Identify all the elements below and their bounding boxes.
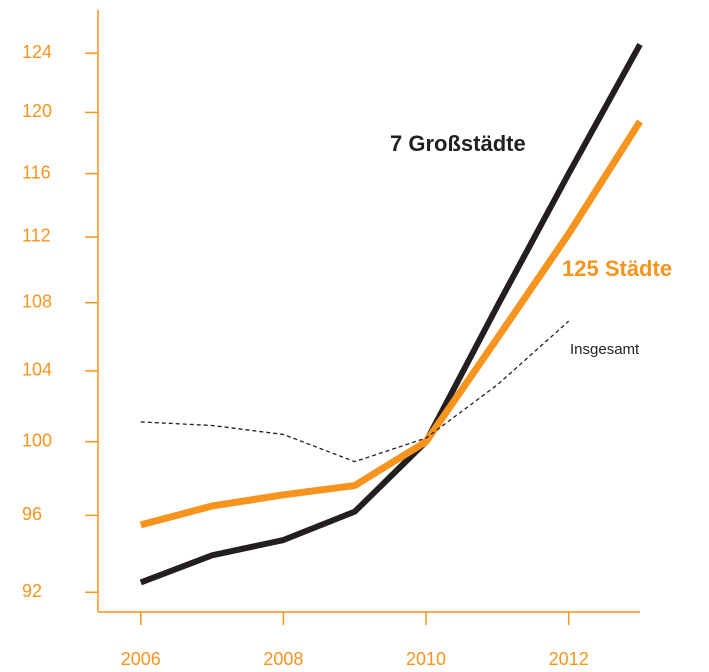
y-tick-label: 104 bbox=[22, 360, 52, 380]
series-line bbox=[139, 119, 643, 529]
series-label: 125 Städte bbox=[562, 256, 672, 281]
series-label: Insgesamt bbox=[570, 341, 640, 358]
series-line bbox=[140, 320, 570, 463]
x-tick-label: 2006 bbox=[121, 649, 161, 669]
y-tick-label: 92 bbox=[22, 581, 42, 601]
x-tick-label: 2010 bbox=[406, 649, 446, 669]
y-tick-label: 116 bbox=[22, 162, 51, 182]
y-tick-label: 96 bbox=[22, 504, 42, 524]
x-tick-label: 2012 bbox=[549, 649, 589, 669]
y-tick-label: 100 bbox=[22, 430, 52, 450]
y-tick-label: 108 bbox=[22, 291, 52, 311]
x-tick-label: 2008 bbox=[263, 649, 303, 669]
y-tick-label: 124 bbox=[22, 42, 52, 62]
series-line bbox=[139, 43, 643, 586]
series-label: 7 Großstädte bbox=[390, 131, 526, 156]
y-tick-label: 120 bbox=[22, 101, 52, 121]
y-tick-label: 112 bbox=[22, 226, 51, 246]
